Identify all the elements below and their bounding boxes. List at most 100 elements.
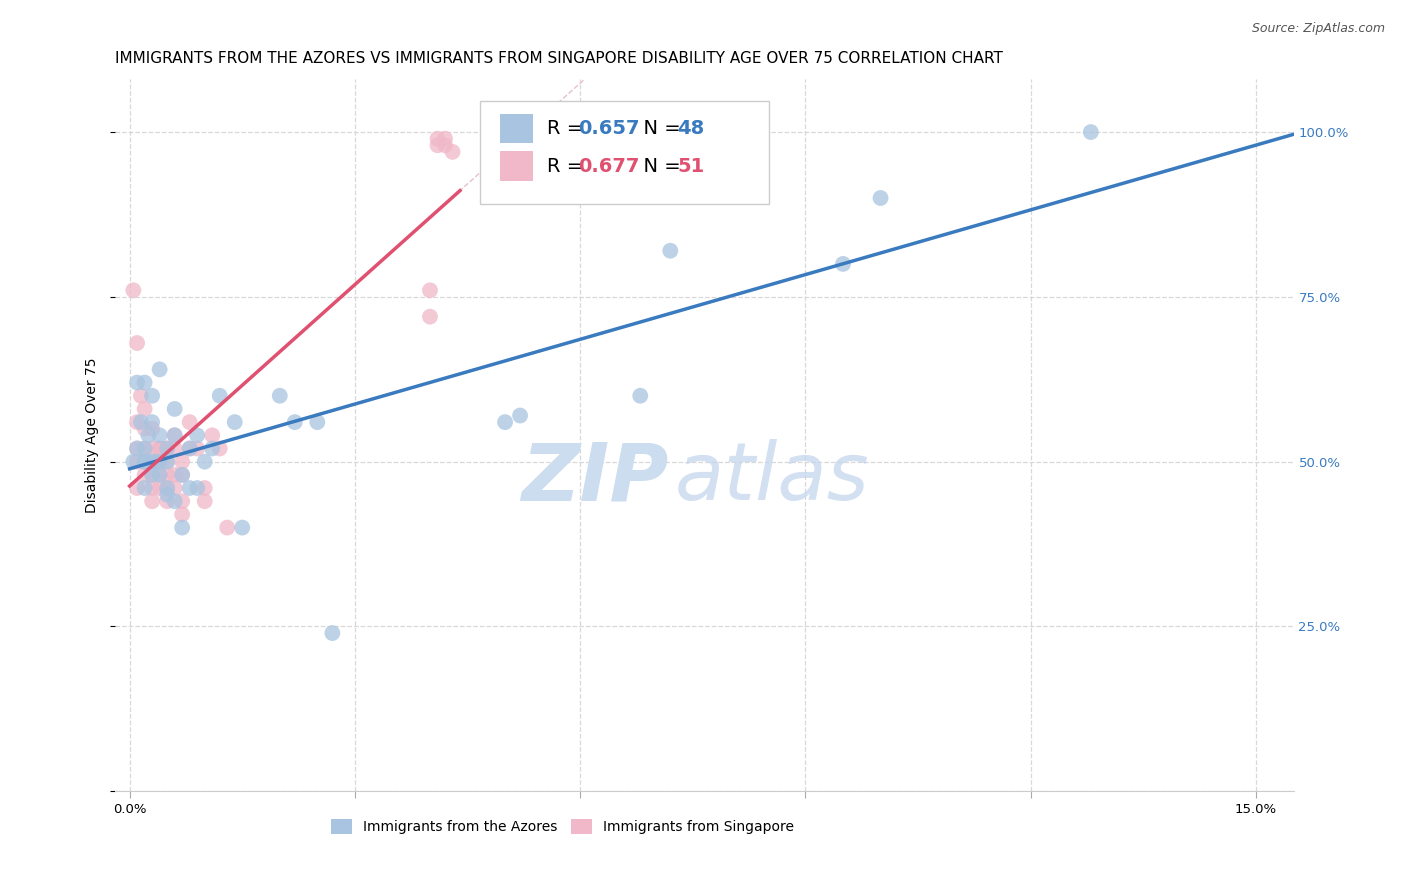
Point <box>141 442 163 456</box>
Point <box>201 428 224 442</box>
Point <box>224 415 246 429</box>
Point <box>156 494 179 508</box>
Point <box>141 415 163 429</box>
Point <box>426 131 449 145</box>
Point <box>172 455 194 469</box>
Text: 0.657: 0.657 <box>578 119 640 138</box>
Point <box>127 442 149 456</box>
FancyBboxPatch shape <box>501 152 533 181</box>
Point <box>149 455 172 469</box>
Point <box>141 455 163 469</box>
Point <box>149 428 172 442</box>
Point <box>156 481 179 495</box>
Point <box>1080 125 1102 139</box>
Point <box>284 415 307 429</box>
Point <box>419 283 441 297</box>
Point <box>163 428 186 442</box>
Point <box>494 415 516 429</box>
Point <box>134 401 156 416</box>
Point <box>441 145 464 159</box>
Point <box>509 409 531 423</box>
Text: 48: 48 <box>676 119 704 138</box>
Point <box>141 481 163 495</box>
Point <box>156 455 179 469</box>
Point <box>127 415 149 429</box>
Point <box>129 415 152 429</box>
Point <box>269 389 291 403</box>
Point <box>217 520 239 534</box>
Point <box>163 467 186 482</box>
Point <box>179 481 201 495</box>
Point <box>134 455 156 469</box>
Point <box>186 428 208 442</box>
Point <box>201 442 224 456</box>
Text: 51: 51 <box>676 157 704 176</box>
Point <box>134 467 156 482</box>
Point <box>141 389 163 403</box>
Point <box>149 481 172 495</box>
Point <box>145 455 167 469</box>
Point <box>134 481 156 495</box>
Text: R =: R = <box>547 119 589 138</box>
Point <box>208 442 231 456</box>
Point <box>434 131 457 145</box>
Point <box>134 442 156 456</box>
Point <box>194 494 217 508</box>
Point <box>163 494 186 508</box>
Text: atlas: atlas <box>675 439 869 517</box>
Point <box>426 138 449 153</box>
Point <box>156 455 179 469</box>
Point <box>134 455 156 469</box>
Point <box>134 422 156 436</box>
Point <box>127 442 149 456</box>
FancyBboxPatch shape <box>479 101 769 204</box>
Point <box>172 467 194 482</box>
Point <box>179 442 201 456</box>
Legend: Immigrants from the Azores, Immigrants from Singapore: Immigrants from the Azores, Immigrants f… <box>330 820 794 834</box>
Point <box>149 467 172 482</box>
Point <box>141 494 163 508</box>
Y-axis label: Disability Age Over 75: Disability Age Over 75 <box>86 358 100 513</box>
Text: Source: ZipAtlas.com: Source: ZipAtlas.com <box>1251 22 1385 36</box>
Point <box>194 455 217 469</box>
Point <box>122 283 145 297</box>
Point <box>134 376 156 390</box>
Point <box>172 520 194 534</box>
Text: IMMIGRANTS FROM THE AZORES VS IMMIGRANTS FROM SINGAPORE DISABILITY AGE OVER 75 C: IMMIGRANTS FROM THE AZORES VS IMMIGRANTS… <box>114 51 1002 66</box>
Point <box>434 138 457 153</box>
Point <box>163 401 186 416</box>
Point <box>208 389 231 403</box>
Point <box>194 481 217 495</box>
Point <box>832 257 855 271</box>
Point <box>149 455 172 469</box>
Point <box>122 455 145 469</box>
Point <box>163 442 186 456</box>
Point <box>149 362 172 376</box>
Point <box>307 415 329 429</box>
Point <box>127 336 149 351</box>
Point <box>149 442 172 456</box>
Point <box>138 428 160 442</box>
Point <box>156 488 179 502</box>
Text: N =: N = <box>631 119 688 138</box>
Point <box>172 494 194 508</box>
Point <box>869 191 891 205</box>
Point <box>179 442 201 456</box>
Point <box>628 389 651 403</box>
Point <box>149 467 172 482</box>
Point <box>127 481 149 495</box>
Text: R =: R = <box>547 157 589 176</box>
Point <box>129 389 152 403</box>
Point <box>163 428 186 442</box>
Point <box>141 422 163 436</box>
Point <box>156 467 179 482</box>
Point <box>172 467 194 482</box>
Point <box>134 455 156 469</box>
FancyBboxPatch shape <box>501 113 533 144</box>
Point <box>141 467 163 482</box>
Point <box>186 481 208 495</box>
Point <box>134 442 156 456</box>
Point <box>156 481 179 495</box>
Point <box>231 520 253 534</box>
Point <box>141 467 163 482</box>
